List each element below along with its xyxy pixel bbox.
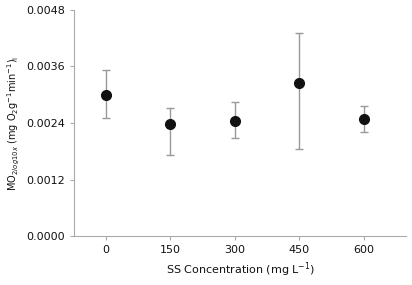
Y-axis label: $\mathregular{MO_{2}}_{log10x}$ $\mathregular{(mg\ O_2g^{-1}min^{-1})_l}$: $\mathregular{MO_{2}}_{log10x}$ $\mathre… xyxy=(5,55,22,190)
X-axis label: SS Concentration (mg L$^{-1}$): SS Concentration (mg L$^{-1}$) xyxy=(166,261,315,280)
